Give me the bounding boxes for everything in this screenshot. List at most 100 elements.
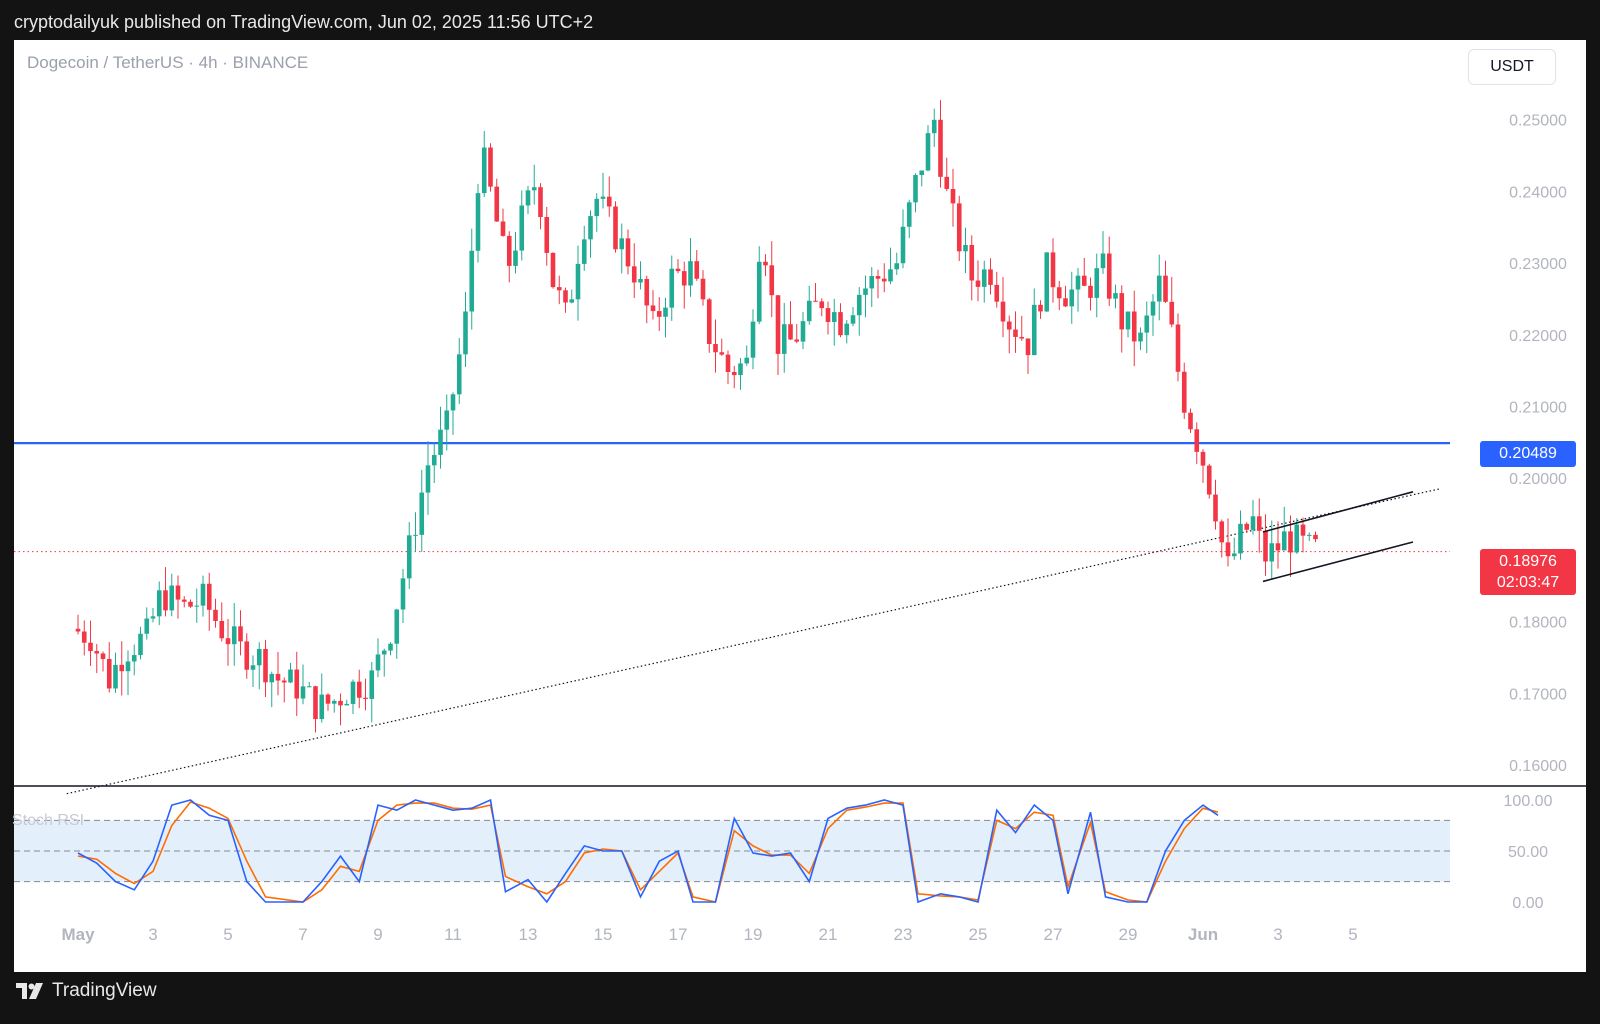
candle-body [844,323,850,336]
candle-body [481,147,487,194]
stoch-d-line [77,801,1219,903]
candle-body [244,641,250,670]
candle-body [1131,311,1137,342]
time-tick-label: 27 [1044,925,1063,944]
time-tick-label: 7 [298,925,307,944]
candle-body [1256,516,1262,531]
candle-body [1069,289,1075,307]
candle-body [1213,494,1218,522]
candle-body [869,276,875,289]
candle-body [150,616,156,619]
candle-body [825,308,831,323]
candle-body [1225,542,1231,557]
time-tick-label: 11 [444,925,462,944]
candle-body [231,626,237,645]
candle-body [94,651,100,654]
candle-body [313,686,318,720]
candle-body [994,284,1000,302]
price-tick-label: 0.24000 [1509,184,1567,201]
candle-body [919,170,925,176]
candle-body [300,686,306,699]
candle-body [500,221,506,236]
candle-body [1163,275,1168,302]
candle-body [144,618,150,634]
stoch-k-line [77,798,1219,904]
candle-body [663,307,668,317]
candle-body [1056,287,1062,299]
candle-body [413,534,418,536]
brand-footer[interactable]: TradingView [16,980,157,1002]
candle-body [556,287,562,291]
candle-body [450,394,456,411]
candle-body [1144,315,1150,333]
candle-body [600,196,606,199]
candle-body [575,263,581,300]
time-tick-label: 5 [223,925,232,944]
candle-body [1156,275,1162,302]
candle-body [1113,293,1118,299]
candle-body [1000,301,1006,322]
candle-body [200,583,206,606]
candle-body [1044,252,1050,312]
price-chart[interactable]: 0.16000 0.17000 0.18000 0.20000 0.21000 0.220… [14,40,1586,972]
candle-body [213,609,218,621]
candle-body [1206,465,1212,495]
chart-frame[interactable]: 0.16000 0.17000 0.18000 0.20000 0.21000 0.220… [14,40,1586,972]
time-tick-label: 3 [148,925,157,944]
time-tick-label: 23 [894,925,913,944]
stoch-tick-label: 0.00 [1512,895,1543,912]
candle-body [394,609,400,644]
candle-body [331,700,337,704]
candle-body [906,202,912,227]
indicator-label: Stoch RSI [12,812,85,829]
candle-body [1094,268,1100,298]
candle-body [800,321,806,342]
candle-body [519,205,525,251]
candle-body [369,670,375,699]
time-tick-label: 13 [519,925,538,944]
candle-body [1238,523,1243,554]
time-tick-label: 3 [1273,925,1282,944]
candle-body [831,312,837,323]
candle-body [425,465,431,493]
last-price-value: 0.18976 [1499,553,1557,570]
candle-body [956,203,962,252]
candle-body [875,276,881,279]
candle-body [1231,553,1237,557]
price-tick-label: 0.21000 [1509,400,1567,417]
level-price-tag: 0.20489 [1480,441,1576,467]
candle-body [1275,543,1281,551]
candle-body [1125,311,1131,330]
candle-body [1250,516,1256,530]
candle-body [206,583,212,610]
candle-body [788,324,793,340]
candle-body [188,601,193,607]
candle-body [638,278,643,283]
currency-button[interactable]: USDT [1468,49,1556,85]
candle-body [613,206,618,250]
candle-body [431,454,437,466]
candle-body [550,252,556,288]
candle-body [181,599,187,602]
candle-body [1100,253,1106,269]
candle-body [944,176,950,189]
candle-body [281,680,287,683]
candle-body [1013,329,1018,337]
price-tick-label: 0.25000 [1509,113,1567,130]
candle-body [344,703,350,706]
candle-body [669,268,675,308]
candle-body [406,535,412,579]
candle-body [931,119,937,134]
time-tick-label: 17 [669,925,688,944]
candle-body [656,311,662,317]
candle-body [781,324,787,354]
candle-body [644,278,650,306]
candle-body [963,244,968,252]
candle-body [375,654,381,671]
candle-body [881,278,887,282]
candle-body [913,175,918,203]
price-tick-label: 0.22000 [1509,328,1567,345]
candle-body [381,650,387,655]
candle-body [463,311,468,355]
candle-body [925,133,931,171]
